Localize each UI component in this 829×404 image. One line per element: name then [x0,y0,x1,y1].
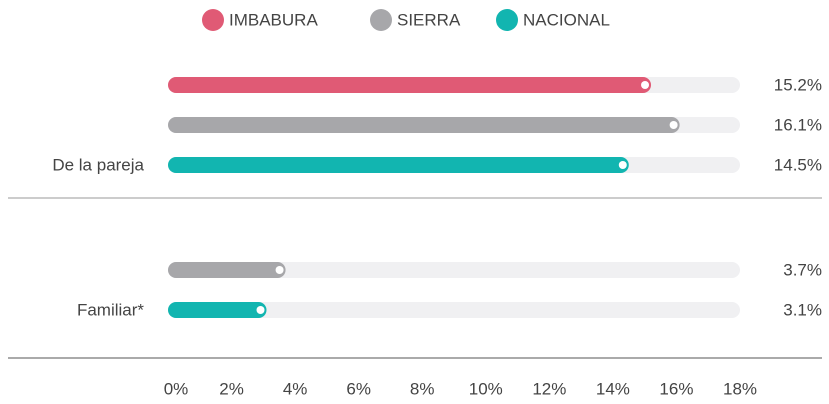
legend-label: SIERRA [397,10,461,29]
x-tick-label: 2% [219,379,244,398]
value-label: 3.7% [783,260,822,279]
x-tick-label: 12% [532,379,566,398]
bar [168,117,680,133]
bar-end-dot [669,121,678,129]
x-tick-label: 4% [283,379,308,398]
legend-swatch [370,9,392,31]
value-label: 15.2% [774,75,822,94]
bar-end-dot [275,266,284,274]
bar [168,157,629,173]
bar [168,77,652,93]
bar-end-dot [618,161,627,169]
category-label: De la pareja [52,155,144,174]
legend-swatch [202,9,224,31]
value-label: 16.1% [774,115,822,134]
legend-label: IMBABURA [229,10,318,29]
bar-track [168,302,740,318]
bar-end-dot [256,306,265,314]
value-label: 14.5% [774,155,822,174]
legend-swatch [496,9,518,31]
bar [168,302,267,318]
bar-end-dot [641,81,650,89]
x-tick-label: 18% [723,379,757,398]
category-label: Familiar* [77,300,144,319]
x-tick-label: 8% [410,379,435,398]
x-tick-label: 14% [596,379,630,398]
bar-track [168,262,740,278]
x-tick-label: 6% [346,379,371,398]
value-label: 3.1% [783,300,822,319]
legend-label: NACIONAL [523,10,610,29]
bar [168,262,286,278]
x-tick-label: 0% [164,379,189,398]
x-tick-label: 16% [659,379,693,398]
x-tick-label: 10% [469,379,503,398]
